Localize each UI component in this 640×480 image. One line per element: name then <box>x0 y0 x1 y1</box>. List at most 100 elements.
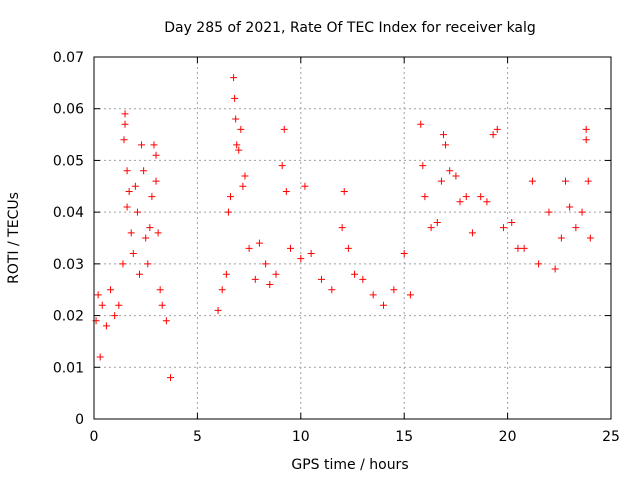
data-point <box>433 218 441 226</box>
x-tick-label: 10 <box>292 429 310 445</box>
data-point <box>237 125 245 133</box>
data-point <box>421 193 429 201</box>
data-point <box>578 208 586 216</box>
data-point <box>584 177 592 185</box>
data-point <box>222 270 230 278</box>
data-point <box>167 374 175 382</box>
y-axis-ticks: 0 0.01 0.02 0.03 0.04 0.05 0.06 0.07 <box>53 50 611 428</box>
data-point <box>232 115 240 123</box>
data-point <box>152 151 160 159</box>
data-point <box>297 255 305 263</box>
data-point <box>278 162 286 170</box>
y-tick-label: 0.07 <box>53 50 84 66</box>
data-point <box>557 234 565 242</box>
data-point <box>148 193 156 201</box>
data-point <box>562 177 570 185</box>
data-point <box>456 198 464 206</box>
data-point <box>406 291 414 299</box>
data-point <box>156 286 164 294</box>
data-point <box>266 281 274 289</box>
x-tick-label: 20 <box>499 429 517 445</box>
data-point <box>572 224 580 232</box>
data-point <box>135 270 143 278</box>
data-point <box>218 286 226 294</box>
data-point <box>121 120 129 128</box>
data-point <box>121 110 129 118</box>
data-point <box>241 172 249 180</box>
data-point <box>338 224 346 232</box>
data-point <box>307 250 315 258</box>
y-tick-label: 0.06 <box>53 102 84 118</box>
x-axis-ticks: 0 5 10 15 20 25 <box>90 57 620 445</box>
data-point <box>125 187 133 195</box>
data-point <box>96 353 104 361</box>
data-point <box>282 187 290 195</box>
data-point <box>359 275 367 283</box>
data-point <box>483 198 491 206</box>
data-point <box>162 317 170 325</box>
data-point <box>226 193 234 201</box>
x-tick-label: 25 <box>602 429 620 445</box>
data-point <box>535 260 543 268</box>
data-point <box>344 244 352 252</box>
data-point <box>340 187 348 195</box>
y-tick-label: 0 <box>75 412 84 428</box>
data-point <box>144 260 152 268</box>
data-point <box>317 275 325 283</box>
data-point <box>499 224 507 232</box>
data-point <box>545 208 553 216</box>
data-point <box>111 312 119 320</box>
data-points <box>92 74 594 382</box>
data-point <box>146 224 154 232</box>
data-point <box>493 125 501 133</box>
y-tick-label: 0.04 <box>53 205 84 221</box>
data-point <box>446 167 454 175</box>
data-point <box>400 250 408 258</box>
data-point <box>427 224 435 232</box>
y-tick-label: 0.05 <box>53 153 84 169</box>
data-point <box>94 291 102 299</box>
data-point <box>133 208 141 216</box>
data-point <box>390 286 398 294</box>
y-axis-label: ROTI / TECUs <box>6 192 22 284</box>
grid-lines <box>94 57 611 419</box>
data-point <box>468 229 476 237</box>
data-point <box>231 94 239 102</box>
data-point <box>123 167 131 175</box>
data-point <box>127 229 135 237</box>
data-point <box>582 125 590 133</box>
data-point <box>129 250 137 258</box>
data-point <box>508 218 516 226</box>
data-point <box>150 141 158 149</box>
data-point <box>120 136 128 144</box>
data-point <box>245 244 253 252</box>
data-point <box>214 306 222 314</box>
data-point <box>582 136 590 144</box>
chart-title: Day 285 of 2021, Rate Of TEC Index for r… <box>164 20 536 36</box>
data-point <box>328 286 336 294</box>
data-point <box>551 265 559 273</box>
plot-frame <box>93 56 612 420</box>
data-point <box>351 270 359 278</box>
data-point <box>230 74 238 82</box>
data-point <box>158 301 166 309</box>
data-point <box>233 141 241 149</box>
data-point <box>520 244 528 252</box>
data-point <box>251 275 259 283</box>
data-point <box>102 322 110 330</box>
data-point <box>98 301 106 309</box>
data-point <box>154 229 162 237</box>
data-point <box>477 193 485 201</box>
x-tick-label: 0 <box>90 429 99 445</box>
data-point <box>255 239 263 247</box>
data-point <box>142 234 150 242</box>
x-tick-label: 5 <box>193 429 202 445</box>
data-point <box>528 177 536 185</box>
data-point <box>489 131 497 139</box>
data-point <box>131 182 139 190</box>
data-point <box>119 260 127 268</box>
data-point <box>262 260 270 268</box>
data-point <box>107 286 115 294</box>
data-point <box>462 193 470 201</box>
